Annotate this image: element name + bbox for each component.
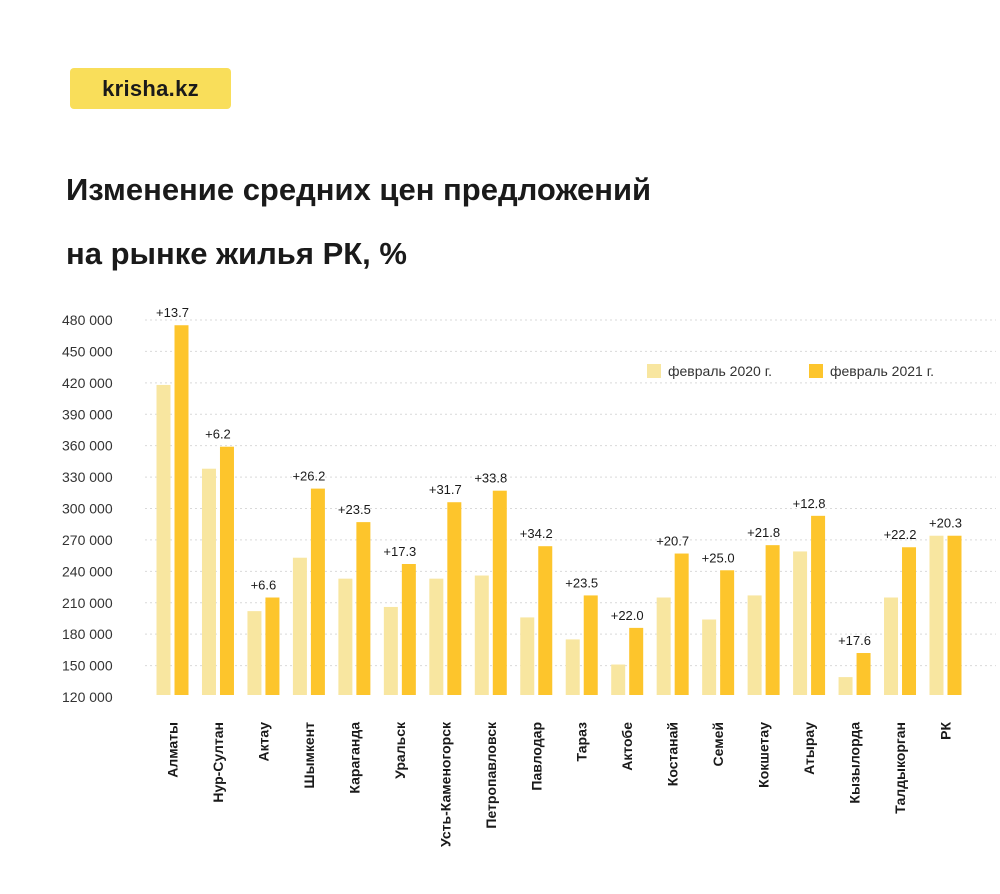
bar-feb2021 <box>401 564 416 695</box>
bar-feb2021 <box>492 490 507 695</box>
legend-label-feb2021: февраль 2021 г. <box>830 363 934 379</box>
y-tick-label: 390 000 <box>62 406 113 422</box>
bar-feb2020 <box>156 384 171 695</box>
x-tick-label: Атырау <box>801 722 817 775</box>
bar-feb2020 <box>611 664 626 695</box>
bar-feb2020 <box>565 639 580 695</box>
data-label: +20.7 <box>656 534 689 549</box>
data-label: +23.5 <box>338 502 371 517</box>
bar-feb2021 <box>219 446 234 695</box>
x-tick-label: Нур-Султан <box>210 722 226 803</box>
data-label: +33.8 <box>474 471 507 486</box>
y-tick-label: 300 000 <box>62 501 113 517</box>
bar-feb2020 <box>747 595 762 695</box>
bar-feb2021 <box>310 488 325 695</box>
bar-feb2021 <box>583 595 598 695</box>
bar-feb2020 <box>702 619 717 695</box>
bar-feb2021 <box>674 553 689 695</box>
x-axis-ticks: Алматы Нур-Султан Актау Шымкент Караганда Ура… <box>165 721 954 847</box>
krisha-logo: krisha.kz <box>70 68 231 109</box>
x-tick-label: Усть-Каменогорск <box>437 721 453 847</box>
y-tick-label: 150 000 <box>62 658 113 674</box>
bar-feb2021 <box>902 547 917 695</box>
data-label: +25.0 <box>702 550 735 565</box>
data-label: +17.6 <box>838 633 871 648</box>
data-label: +17.3 <box>383 544 416 559</box>
bar-feb2021 <box>265 597 280 695</box>
chart-title-line-1: Изменение средних цен предложений <box>66 172 652 207</box>
bar-feb2020 <box>383 606 398 695</box>
bar-feb2021 <box>765 545 780 695</box>
data-label: +21.8 <box>747 525 780 540</box>
data-label: +23.5 <box>565 575 598 590</box>
bar-feb2020 <box>793 551 808 695</box>
x-tick-label: Кокшетау <box>756 722 772 788</box>
x-tick-label: Талдыкорган <box>892 722 908 814</box>
y-tick-label: 240 000 <box>62 563 113 579</box>
chart-title: Изменение средних цен предложений на рын… <box>66 158 651 286</box>
bars <box>156 325 962 695</box>
bar-feb2020 <box>292 557 307 695</box>
x-tick-label: Шымкент <box>301 722 317 789</box>
chart-title-line-2: на рынке жилья РК, % <box>66 236 407 271</box>
data-label: +6.6 <box>251 578 277 593</box>
x-tick-label: Павлодар <box>528 722 544 791</box>
x-tick-label: Петропавловск <box>483 721 499 829</box>
legend-swatch-feb2020 <box>647 364 661 378</box>
y-tick-label: 180 000 <box>62 626 113 642</box>
bar-feb2021 <box>447 502 462 695</box>
bar-feb2021 <box>856 653 871 695</box>
data-label: +22.2 <box>884 527 917 542</box>
x-tick-label: Актобе <box>619 722 635 771</box>
data-labels: +13.7 +6.2 +6.6 +26.2 +23.5 +17.3 +31.7 +33.8 +3… <box>156 305 962 648</box>
bar-feb2021 <box>947 535 962 695</box>
y-tick-label: 330 000 <box>62 469 113 485</box>
data-label: +6.2 <box>205 427 231 442</box>
x-tick-label: Кызылорда <box>847 722 863 804</box>
y-tick-label: 360 000 <box>62 438 113 454</box>
bar-feb2021 <box>356 522 371 695</box>
legend: февраль 2020 г. февраль 2021 г. <box>647 363 934 379</box>
x-tick-label: Актау <box>255 722 271 762</box>
data-label: +34.2 <box>520 526 553 541</box>
data-label: +12.8 <box>793 496 826 511</box>
bar-feb2020 <box>474 575 489 695</box>
x-tick-label: Семей <box>710 722 726 766</box>
bar-feb2021 <box>538 546 553 695</box>
bar-feb2021 <box>629 627 644 695</box>
bar-feb2020 <box>884 597 899 695</box>
bar-feb2020 <box>247 611 262 695</box>
x-tick-label: Уральск <box>392 721 408 779</box>
y-tick-label: 420 000 <box>62 375 113 391</box>
bar-feb2020 <box>838 677 853 695</box>
y-tick-label: 270 000 <box>62 532 113 548</box>
x-tick-label: РК <box>937 722 953 740</box>
y-tick-label: 120 000 <box>62 689 113 705</box>
data-label: +31.7 <box>429 482 462 497</box>
data-label: +20.3 <box>929 516 962 531</box>
x-tick-label: Тараз <box>574 722 590 761</box>
bar-feb2021 <box>720 570 735 695</box>
x-tick-label: Алматы <box>165 722 181 778</box>
y-tick-label: 450 000 <box>62 343 113 359</box>
y-tick-label: 480 000 <box>62 312 113 328</box>
legend-swatch-feb2021 <box>809 364 823 378</box>
y-axis-ticks: 120 000 150 000 180 000 210 000 240 000 270 0… <box>62 312 113 705</box>
x-tick-label: Караганда <box>346 722 362 794</box>
data-label: +26.2 <box>292 469 325 484</box>
bar-feb2020 <box>338 578 353 695</box>
bar-feb2020 <box>201 468 216 695</box>
y-tick-label: 210 000 <box>62 595 113 611</box>
x-tick-label: Костанай <box>665 722 681 786</box>
bar-feb2021 <box>174 325 189 695</box>
bar-feb2020 <box>520 617 535 695</box>
bar-feb2021 <box>811 515 826 695</box>
bar-feb2020 <box>656 597 671 695</box>
data-label: +13.7 <box>156 305 189 320</box>
bar-feb2020 <box>929 535 944 695</box>
legend-label-feb2020: февраль 2020 г. <box>668 363 772 379</box>
bar-feb2020 <box>429 578 444 695</box>
data-label: +22.0 <box>611 608 644 623</box>
